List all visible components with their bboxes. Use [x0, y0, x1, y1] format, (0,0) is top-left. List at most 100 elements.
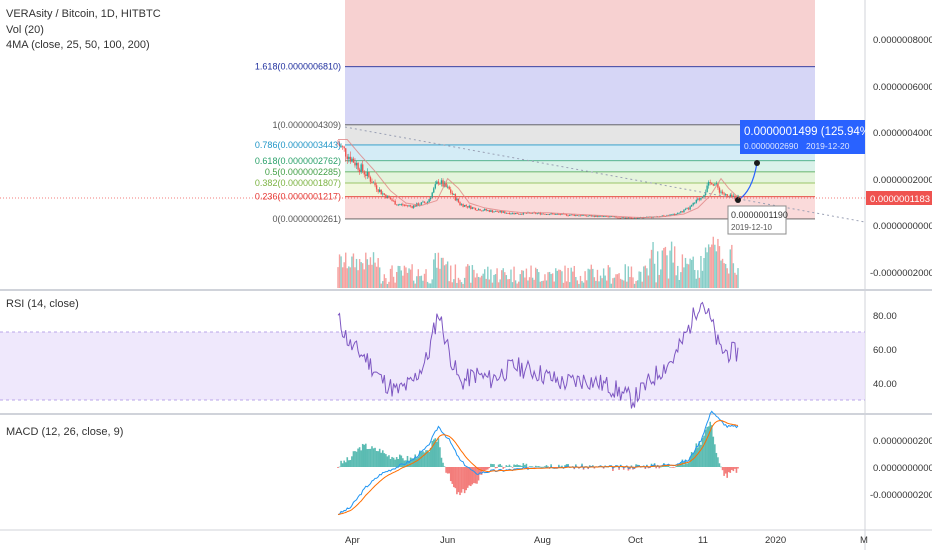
volume-bar [510, 269, 512, 288]
volume-bar [539, 281, 542, 288]
volume-bar [698, 277, 701, 288]
projection-end-dot[interactable] [754, 160, 760, 166]
macd-hist-bar [414, 454, 417, 467]
volume-bar [536, 268, 538, 288]
macd-hist-bar [483, 467, 486, 472]
macd-hist-bar [565, 464, 568, 467]
low-marker-tooltip[interactable]: 0.0000001190 2019-12-10 [727, 205, 788, 235]
projection-start-dot[interactable] [735, 197, 741, 203]
macd-hist-bar [519, 465, 522, 467]
volume-bar [649, 258, 651, 288]
volume-bar [383, 274, 386, 288]
volume-bar [726, 268, 728, 288]
candle-body [422, 201, 424, 203]
macd-hist-bar [516, 464, 518, 467]
candle-body [406, 205, 409, 207]
candle-body [734, 195, 736, 200]
vol-label[interactable]: Vol (20) [6, 24, 44, 36]
volume-bar [724, 263, 727, 288]
volume-bar [728, 273, 730, 288]
macd-hist-bar [479, 467, 481, 475]
candle-body [678, 212, 681, 214]
candle-body [482, 210, 484, 212]
price-tick: 0.0000004000 [873, 128, 932, 139]
volume-bar [531, 277, 534, 288]
macd-axis[interactable]: 0.0000000200 0.0000000000 -0.0000000200 [870, 436, 932, 501]
rsi-label[interactable]: RSI (14, close) [6, 298, 79, 310]
projection-callout[interactable]: 0.0000001499 (125.94%) in 0.0000002690 2… [740, 120, 886, 154]
volume-bar [484, 269, 486, 288]
candle-body [434, 184, 436, 189]
volume-bar [731, 244, 733, 288]
macd-label[interactable]: MACD (12, 26, close, 9) [6, 426, 123, 438]
macd-hist-bar [417, 456, 420, 467]
candle-body [369, 177, 372, 182]
volume-bar [477, 276, 480, 288]
candle-body [352, 158, 355, 163]
last-price-badge[interactable] [866, 191, 932, 205]
volume-bar [428, 283, 430, 288]
volume-bar [485, 278, 487, 288]
macd-hist-bar [487, 467, 489, 470]
macd-hist-bar [673, 467, 676, 468]
volume-bar [568, 282, 571, 288]
candle-body [477, 209, 480, 211]
candle-body [340, 145, 342, 147]
volume-bar [368, 264, 370, 288]
macd-hist-bar [462, 467, 464, 490]
macd-hist-bar [442, 462, 444, 467]
volume-bar [602, 268, 605, 288]
volume-bar [558, 269, 560, 288]
moving-average-line [338, 139, 738, 219]
volume-bar [564, 265, 566, 288]
volume-bar [632, 277, 634, 288]
candle-body [522, 212, 525, 215]
macd-hist-bar [374, 447, 376, 467]
volume-bar [437, 252, 440, 288]
rsi-tick: 40.00 [873, 379, 897, 390]
macd-hist-bar [545, 465, 548, 467]
candle-body [514, 213, 517, 215]
time-tick: Oct [628, 535, 643, 546]
price-axis[interactable]: 0.0000008000 0.0000006000 0.0000004000 0… [870, 35, 932, 279]
candle-body [724, 194, 727, 195]
volume-bar [732, 263, 735, 288]
volume-bar [473, 269, 475, 288]
volume-bar [405, 267, 407, 288]
fib-zones[interactable] [345, 0, 815, 220]
volume-bar [462, 283, 464, 288]
volume-bar [737, 268, 739, 288]
candle-body [409, 205, 412, 207]
macd-hist-bar [712, 436, 715, 467]
volume-bar [426, 281, 429, 288]
candle-body [609, 216, 611, 218]
macd-hist-bar [402, 458, 404, 467]
candle-body [706, 185, 708, 193]
volume-bar [715, 251, 718, 288]
rsi-axis[interactable]: 80.00 60.00 40.00 [873, 311, 897, 390]
symbol-title[interactable]: VERAsity / Bitcoin, 1D, HITBTC [6, 8, 161, 20]
volume-bar [470, 282, 472, 288]
macd-hist-bar [500, 465, 503, 467]
macd-hist-bar [344, 462, 347, 467]
volume-bar [714, 244, 716, 288]
price-tick: 0.0000000000 [873, 221, 932, 232]
candle-body [448, 186, 450, 190]
volume-bar [593, 277, 596, 288]
time-axis[interactable]: Apr Jun Aug Oct 11 2020 M [345, 535, 868, 546]
volume-bar [548, 271, 551, 288]
candle-body [502, 211, 504, 213]
candle-body [429, 197, 432, 200]
macd-hist-bar [448, 467, 450, 474]
volume-bar [516, 283, 518, 288]
ma-label[interactable]: 4MA (close, 25, 50, 100, 200) [6, 39, 150, 51]
candle-body [467, 206, 469, 208]
macd-hist-bar [503, 467, 506, 468]
candle-body [504, 211, 506, 214]
volume-bar [346, 268, 348, 288]
volume-bar [411, 264, 413, 288]
volume-bar [357, 270, 359, 288]
rsi-tick: 60.00 [873, 345, 897, 356]
volume-bar [701, 270, 704, 288]
